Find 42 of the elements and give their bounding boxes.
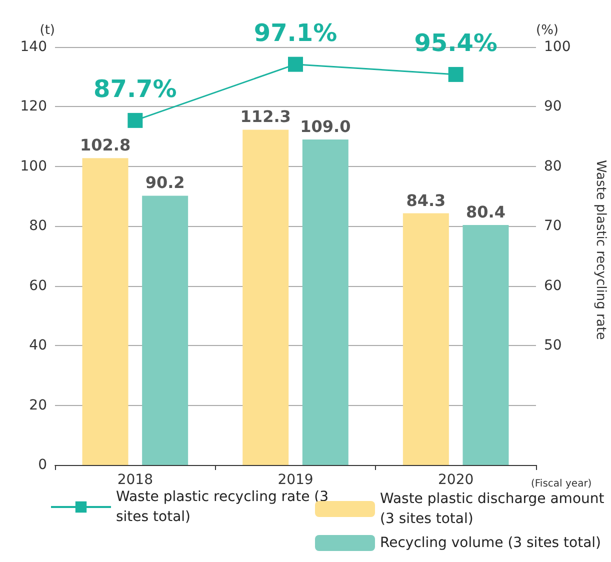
text: Waste plastic recycling rate bbox=[593, 160, 608, 340]
x-axis-title: (Fiscal year) bbox=[531, 478, 592, 490]
y-tick-label: 80 bbox=[29, 218, 47, 234]
data-label: 80.4 bbox=[466, 202, 506, 222]
bar bbox=[302, 140, 348, 465]
data-label: 95.4% bbox=[414, 28, 498, 57]
point bbox=[288, 56, 303, 72]
point bbox=[128, 112, 143, 128]
bar bbox=[242, 130, 289, 465]
data-label: 112.3 bbox=[240, 107, 291, 126]
y2-axis-title: (%) bbox=[536, 23, 558, 38]
point bbox=[448, 66, 464, 82]
y-tick-label: 100 bbox=[20, 158, 47, 174]
data-label: 87.7% bbox=[94, 74, 177, 103]
bar bbox=[142, 196, 188, 465]
y-tick-label: 0 bbox=[38, 457, 47, 473]
x-tick-label: 2019 bbox=[278, 472, 314, 488]
bar bbox=[462, 224, 509, 465]
y-tick-label: 140 bbox=[20, 39, 47, 55]
data-label: 90.2 bbox=[145, 173, 185, 192]
data-label: 102.8 bbox=[80, 136, 131, 155]
y-axis-title: (t) bbox=[40, 23, 55, 38]
y2-tick-label: 70 bbox=[544, 218, 562, 234]
x-tick-label: 2018 bbox=[117, 472, 153, 488]
y2-tick-label: 90 bbox=[544, 98, 562, 115]
y2-tick-label: 60 bbox=[544, 278, 562, 294]
data-label: 84.3 bbox=[406, 190, 446, 210]
x-tick-label: 2020 bbox=[438, 472, 474, 488]
data-label: 109.0 bbox=[300, 117, 351, 136]
y-tick-label: 40 bbox=[29, 338, 47, 354]
legend-label: Waste plastic discharge amount (3 sites total) bbox=[380, 491, 609, 527]
y2-tick-label: 80 bbox=[544, 158, 562, 174]
y2-tick-label: 100 bbox=[544, 39, 571, 55]
y2-tick-label: 50 bbox=[544, 338, 562, 354]
legend-label: Waste plastic recycling rate (3 sites total) bbox=[116, 489, 333, 525]
y-tick-label: 60 bbox=[29, 278, 47, 294]
bar bbox=[402, 213, 449, 465]
legend-label: Recycling volume (3 sites total) bbox=[380, 535, 602, 551]
y-tick-label: 120 bbox=[20, 98, 47, 115]
bar bbox=[82, 158, 128, 465]
y-tick-label: 20 bbox=[29, 397, 47, 414]
data-label: 97.1% bbox=[254, 18, 338, 47]
